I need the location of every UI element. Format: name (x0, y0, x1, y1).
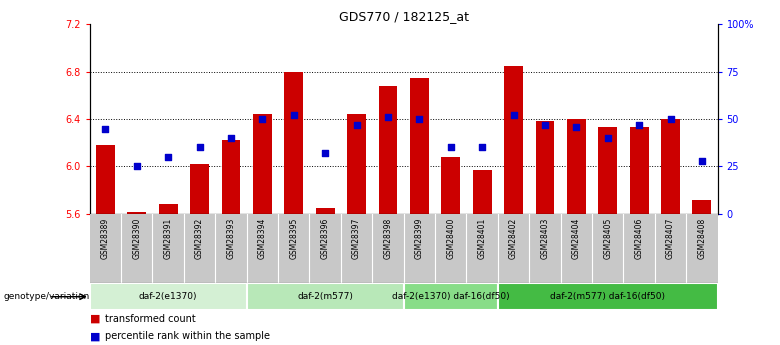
Text: GSM28402: GSM28402 (509, 217, 518, 259)
Text: GSM28400: GSM28400 (446, 217, 456, 259)
Point (601, 135, 614, 141)
Text: daf-2(e1370): daf-2(e1370) (139, 292, 197, 301)
Text: GSM28403: GSM28403 (541, 217, 549, 259)
Bar (441, 157, 460, 214)
Text: percentile rank within the sample: percentile rank within the sample (105, 332, 270, 341)
Bar (316, 208, 335, 214)
Text: GSM28401: GSM28401 (477, 217, 487, 259)
Point (413, 116, 426, 122)
Text: GSM28396: GSM28396 (321, 217, 330, 259)
Bar (629, 127, 648, 214)
Bar (253, 114, 271, 214)
Text: GSM28398: GSM28398 (384, 217, 392, 259)
Point (665, 116, 677, 122)
Text: GSM28406: GSM28406 (635, 217, 644, 259)
Text: ■: ■ (90, 314, 100, 324)
Point (256, 116, 268, 122)
Point (193, 145, 206, 150)
Bar (693, 200, 711, 214)
Point (633, 122, 645, 127)
Bar (190, 164, 209, 214)
Point (350, 122, 363, 127)
Title: GDS770 / 182125_at: GDS770 / 182125_at (339, 10, 469, 23)
Point (696, 158, 708, 164)
Text: GSM28395: GSM28395 (289, 217, 298, 259)
Bar (90, 284, 246, 310)
Bar (536, 121, 555, 214)
Bar (378, 86, 397, 214)
Text: daf-2(m577): daf-2(m577) (297, 292, 353, 301)
Text: GSM28397: GSM28397 (352, 217, 361, 259)
Point (445, 145, 457, 150)
Bar (127, 211, 146, 214)
Text: GSM28389: GSM28389 (101, 217, 110, 259)
Text: GSM28392: GSM28392 (195, 217, 204, 259)
Text: daf-2(m577) daf-16(df50): daf-2(m577) daf-16(df50) (550, 292, 665, 301)
Text: GSM28394: GSM28394 (258, 217, 267, 259)
Text: GSM28393: GSM28393 (226, 217, 236, 259)
Bar (504, 66, 523, 214)
Text: GSM28399: GSM28399 (415, 217, 424, 259)
Text: genotype/variation: genotype/variation (4, 292, 90, 301)
Text: GSM28408: GSM28408 (697, 217, 707, 259)
Point (288, 112, 300, 118)
Point (507, 112, 519, 118)
Text: transformed count: transformed count (105, 314, 196, 324)
Bar (96, 145, 115, 214)
Bar (473, 170, 491, 214)
Point (476, 145, 488, 150)
Text: daf-2(e1370) daf-16(df50): daf-2(e1370) daf-16(df50) (392, 292, 509, 301)
Bar (285, 72, 303, 214)
Point (319, 150, 332, 156)
Point (539, 122, 551, 127)
Bar (598, 127, 617, 214)
Bar (498, 284, 718, 310)
Point (225, 135, 237, 141)
Point (570, 124, 583, 129)
Bar (222, 140, 240, 214)
Bar (567, 119, 586, 214)
Point (130, 164, 143, 169)
Text: GSM28391: GSM28391 (164, 217, 172, 259)
Point (381, 115, 394, 120)
Text: ■: ■ (90, 332, 100, 341)
Text: GSM28407: GSM28407 (666, 217, 675, 259)
Bar (347, 114, 366, 214)
Text: GSM28390: GSM28390 (133, 217, 141, 259)
Bar (404, 284, 498, 310)
Point (99, 126, 112, 131)
Bar (159, 205, 178, 214)
Bar (410, 78, 429, 214)
Bar (661, 119, 680, 214)
Text: GSM28405: GSM28405 (603, 217, 612, 259)
Point (162, 154, 175, 160)
Text: GSM28404: GSM28404 (572, 217, 581, 259)
Bar (246, 284, 404, 310)
